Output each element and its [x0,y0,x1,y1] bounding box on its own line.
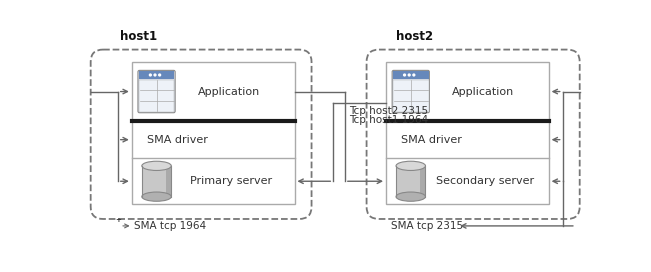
Circle shape [404,74,406,76]
Bar [393,71,428,79]
FancyBboxPatch shape [392,70,430,113]
Text: Tcp host1 1964: Tcp host1 1964 [349,115,428,125]
Text: +: + [116,217,122,223]
Text: Application: Application [198,86,260,97]
Text: host1: host1 [120,30,158,44]
Circle shape [159,74,161,76]
Circle shape [408,74,410,76]
Text: SMA tcp 2315: SMA tcp 2315 [391,221,464,231]
Text: Tcp host2 2315: Tcp host2 2315 [349,106,428,116]
Bar [420,166,426,197]
Text: Primary server: Primary server [190,176,272,186]
Text: SMA tcp 1964: SMA tcp 1964 [134,221,206,231]
Ellipse shape [142,161,171,171]
Ellipse shape [396,192,426,201]
Text: Application: Application [452,86,514,97]
FancyBboxPatch shape [138,70,175,113]
FancyBboxPatch shape [367,50,579,219]
Bar [142,166,171,197]
Bar [396,166,426,197]
Text: Secondary server: Secondary server [436,176,534,186]
Bar [393,80,428,112]
Circle shape [154,74,156,76]
Circle shape [150,74,151,76]
Ellipse shape [142,192,171,201]
Text: SMA driver: SMA driver [147,135,208,145]
Bar [386,62,549,204]
Text: SMA driver: SMA driver [402,135,462,145]
Bar [166,166,171,197]
Bar [139,71,174,79]
Circle shape [413,74,415,76]
Bar [139,80,174,112]
Text: host2: host2 [396,30,433,44]
Bar [132,62,294,204]
Ellipse shape [396,161,426,171]
FancyBboxPatch shape [90,50,312,219]
